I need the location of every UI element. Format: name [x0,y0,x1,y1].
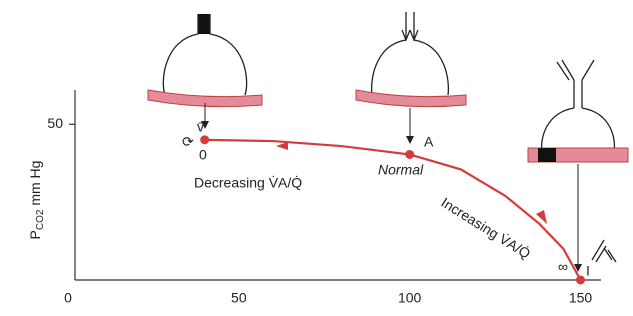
annotation: Increasing V̇A/Q̇ [438,194,533,262]
point [405,150,414,159]
venous-symbol: ⟳ [182,134,194,150]
annotation: Decreasing V̇A/Q̇ [194,175,302,191]
alveolus-normal [356,12,466,142]
annotation: 0 [199,147,207,163]
annotation: ∞ [558,259,568,275]
point [576,276,585,285]
annotation: v̄ [197,119,204,135]
x-tick-label: 100 [398,290,422,306]
direction-arrow [276,142,288,150]
x-tick-label: 0 [64,290,72,306]
annotation: A [424,134,434,150]
annotation: Normal [378,162,424,178]
y-tick-label: 50 [47,115,63,131]
alveolus-shunt [528,60,628,270]
annotation: I [586,263,590,279]
chart: ⟳ v̄ 0 A Normal Decreasing V̇A/Q̇ Increa… [0,0,633,311]
alveolus-dead-space [148,14,262,127]
x-tick-label: 50 [231,290,247,306]
x-tick-label: 150 [569,290,593,306]
point [200,135,209,144]
y-axis-label: PCO2 mm Hg [27,161,46,240]
